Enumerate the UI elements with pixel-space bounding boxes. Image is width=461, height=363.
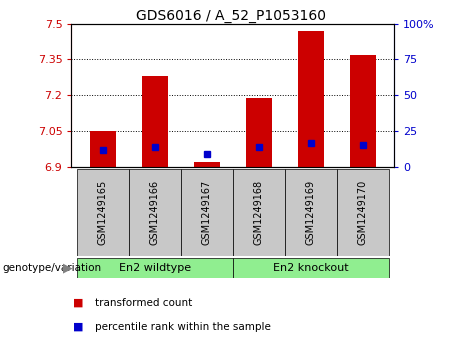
Bar [90, 131, 116, 167]
Bar [298, 31, 324, 167]
Text: percentile rank within the sample: percentile rank within the sample [95, 322, 271, 332]
Bar [337, 169, 389, 256]
Text: ▶: ▶ [64, 261, 73, 274]
Bar [77, 169, 129, 256]
Bar [285, 169, 337, 256]
Text: ■: ■ [73, 298, 83, 308]
Text: GSM1249165: GSM1249165 [98, 180, 108, 245]
Text: transformed count: transformed count [95, 298, 192, 308]
Text: ■: ■ [73, 322, 83, 332]
Text: GSM1249169: GSM1249169 [306, 180, 316, 245]
Bar [194, 162, 220, 167]
Text: GDS6016 / A_52_P1053160: GDS6016 / A_52_P1053160 [136, 9, 325, 23]
Bar [181, 169, 233, 256]
Text: En2 wildtype: En2 wildtype [118, 263, 191, 273]
Text: En2 knockout: En2 knockout [273, 263, 349, 273]
Text: GSM1249167: GSM1249167 [202, 180, 212, 245]
Bar [142, 76, 168, 167]
Text: genotype/variation: genotype/variation [2, 263, 101, 273]
Text: GSM1249170: GSM1249170 [358, 180, 368, 245]
Text: GSM1249168: GSM1249168 [254, 180, 264, 245]
Bar [129, 169, 181, 256]
Bar [233, 258, 389, 278]
Bar [77, 258, 233, 278]
Text: GSM1249166: GSM1249166 [150, 180, 160, 245]
Bar [246, 98, 272, 167]
Bar [233, 169, 285, 256]
Bar [350, 55, 376, 167]
